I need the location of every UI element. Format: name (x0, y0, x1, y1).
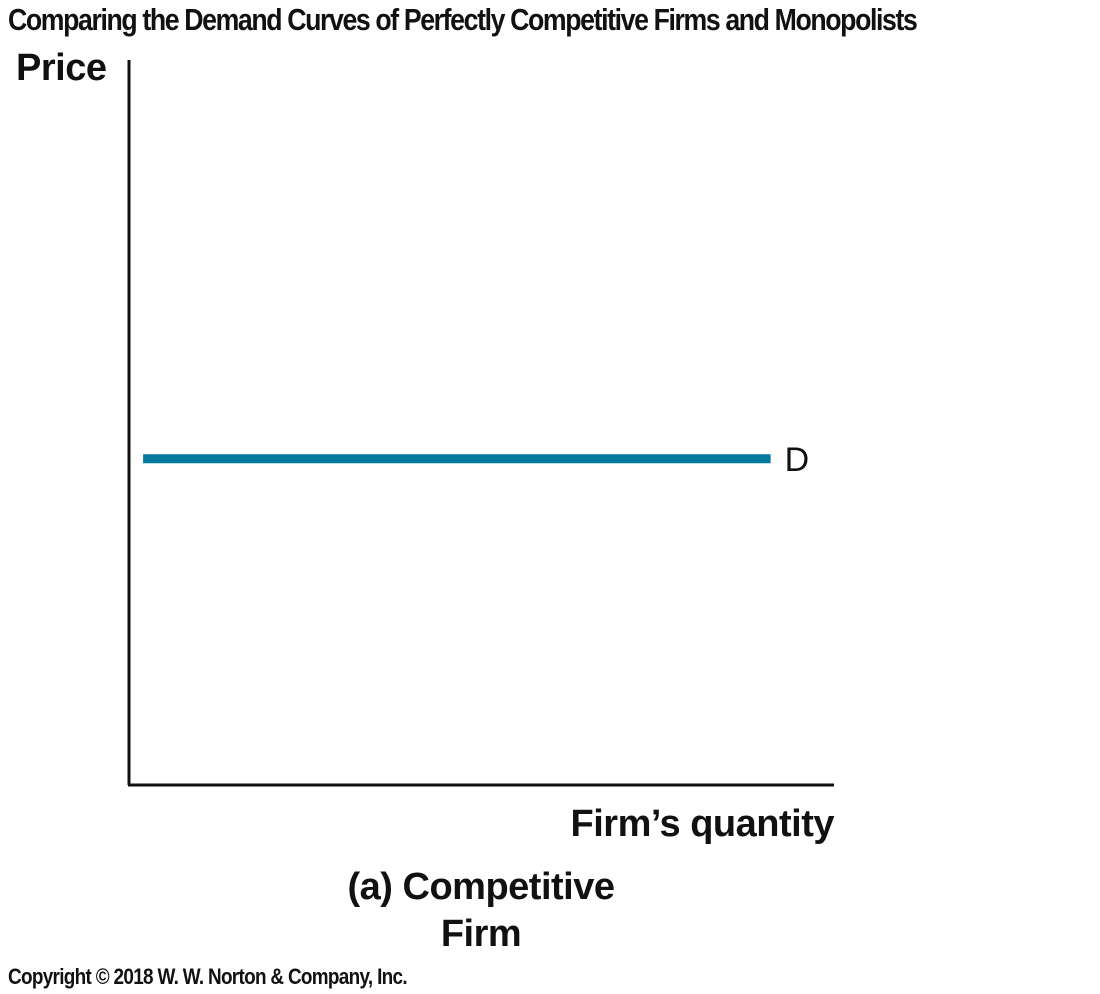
panel-caption-line-1: (a) Competitive (347, 866, 615, 908)
demand-curve-label: D (785, 441, 810, 479)
chart-title: Comparing the Demand Curves of Perfectly… (8, 2, 918, 37)
panel-caption: (a) Competitive Firm (300, 864, 662, 958)
copyright-notice: Copyright © 2018 W. W. Norton & Company,… (8, 964, 408, 989)
x-axis-label: Firm’s quantity (570, 803, 835, 845)
series-layer: D (143, 441, 809, 479)
panel-caption-line-2: Firm (440, 913, 522, 955)
y-axis-label: Price (16, 47, 107, 89)
